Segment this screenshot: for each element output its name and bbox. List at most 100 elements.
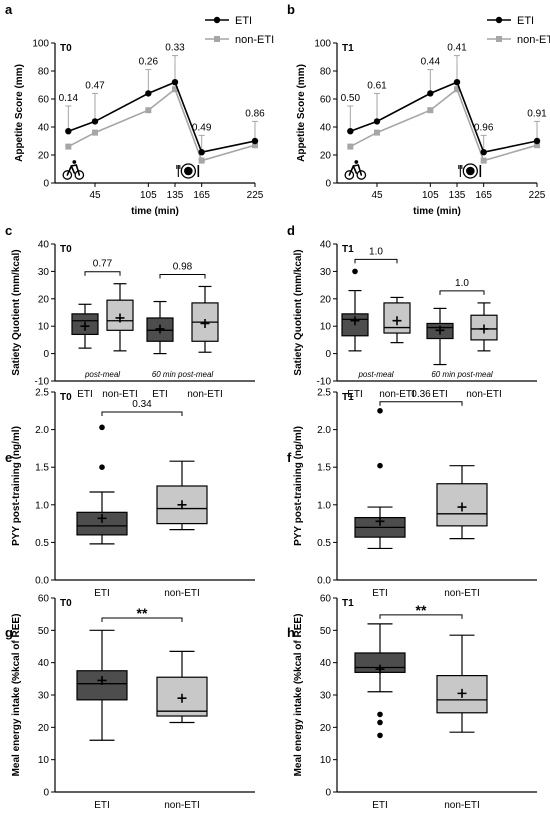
- panel-letter: g: [5, 625, 13, 640]
- x-tick-label: 165: [475, 190, 492, 201]
- box-chart-e: 0.0 0.5 1.0 1.5 2.0 2.5 PYY post-training (ng/…: [11, 388, 255, 599]
- y-tick-label: 10: [38, 322, 50, 333]
- p-value-label: 0.47: [85, 80, 105, 91]
- box-non-eti: [470, 302, 498, 352]
- comparison-label: 0.98: [173, 261, 193, 272]
- box-chart-c: -10 0 10 20 30 40 Satiety Quotient (mm/kcal) T0…: [11, 240, 255, 400]
- comparison-bracket: [101, 411, 183, 416]
- x-category-label: ETI: [94, 800, 110, 811]
- comparison-bracket: [84, 271, 121, 276]
- box-chart-g: 0 10 20 30 40 50 60 Meal energy intake (%kcal o…: [11, 594, 255, 811]
- data-point-non-eti: [172, 86, 178, 93]
- comparison-bracket: [439, 290, 485, 295]
- panel-letter: d: [287, 223, 295, 238]
- y-tick-label: 0: [43, 349, 49, 360]
- x-tick-label: 45: [371, 190, 383, 201]
- outlier-point: [377, 711, 383, 718]
- legend-marker-eti: [495, 16, 503, 24]
- group-label: post-meal: [357, 370, 393, 379]
- comparison-label: 1.0: [455, 278, 469, 289]
- series-line-non-eti: [349, 87, 538, 162]
- y-tick-label: 2.0: [35, 425, 49, 436]
- comparison-label: **: [416, 602, 427, 618]
- y-tick-label: 1.0: [317, 500, 331, 511]
- p-value-label: 0.44: [421, 57, 441, 68]
- rider-head: [72, 160, 77, 164]
- x-category-label: non-ETI: [164, 800, 200, 811]
- data-point-non-eti: [454, 86, 460, 93]
- mean-marker: [97, 513, 107, 523]
- p-value-label: 0.14: [59, 93, 79, 104]
- y-tick-label: 60: [38, 594, 50, 605]
- comparison-label: 0.34: [132, 399, 152, 410]
- data-point-eti: [533, 137, 541, 145]
- y-tick-label: 0.5: [35, 538, 49, 549]
- y-tick-label: 0: [325, 349, 331, 360]
- comparison-bracket: [379, 401, 463, 406]
- y-tick-label: 0.0: [317, 576, 331, 587]
- series-line-eti: [68, 81, 256, 154]
- fork: [458, 165, 463, 177]
- mean-marker: [97, 675, 107, 685]
- rider-body: [66, 164, 81, 176]
- data-point-non-eti: [65, 143, 72, 150]
- legend-label-eti: ETI: [235, 15, 252, 27]
- mean-marker: [115, 313, 125, 323]
- time-point-tag: T0: [60, 43, 72, 54]
- outlier-point: [99, 424, 105, 431]
- box-eti: [354, 408, 406, 550]
- y-tick-label: 1.5: [317, 463, 331, 474]
- time-point-tag: T0: [60, 392, 72, 403]
- y-tick-label: 0: [325, 179, 331, 190]
- data-point-eti: [251, 137, 259, 145]
- box-chart-d: -10 0 10 20 30 40 Satiety Quotient (mm/kcal) T1…: [293, 240, 537, 400]
- y-tick-label: 1.0: [35, 500, 49, 511]
- mean-marker: [392, 316, 402, 326]
- p-value-label: 0.41: [447, 43, 467, 54]
- data-point-non-eti: [480, 157, 487, 164]
- panel-letter: a: [5, 2, 13, 17]
- y-tick-label: 2.5: [35, 388, 49, 399]
- y-tick-label: 40: [320, 658, 332, 669]
- comparison-bracket: [101, 617, 183, 622]
- y-tick-label: 30: [38, 691, 50, 702]
- meal-icon: [458, 163, 482, 179]
- x-tick-label: 225: [247, 190, 264, 201]
- group-label: 60 min post-meal: [431, 370, 493, 379]
- data-point-eti: [91, 118, 99, 125]
- time-point-tag: T1: [342, 244, 354, 255]
- y-tick-label: -10: [35, 377, 50, 388]
- box-non-eti: [383, 296, 411, 344]
- y-tick-label: 60: [38, 95, 50, 106]
- y-tick-label: 40: [320, 240, 332, 251]
- x-tick-label: 45: [89, 190, 101, 201]
- y-axis-label: PYY post-training (ng/ml): [293, 426, 304, 546]
- time-point-tag: T1: [342, 598, 354, 609]
- box-body: [76, 670, 128, 701]
- x-category-label: ETI: [94, 588, 110, 599]
- panel-letter: h: [287, 625, 295, 640]
- data-point-eti: [65, 128, 72, 135]
- y-tick-label: 20: [320, 294, 332, 305]
- x-tick-label: 135: [449, 190, 466, 201]
- y-tick-label: 20: [38, 151, 50, 162]
- mean-marker: [457, 688, 467, 698]
- data-point-eti: [427, 90, 434, 97]
- time-point-tag: T0: [60, 598, 72, 609]
- x-axis-label: time (min): [131, 206, 179, 217]
- outlier-point: [99, 464, 105, 471]
- x-tick-label: 135: [167, 190, 184, 201]
- legend-marker-non-eti: [214, 36, 220, 42]
- x-category-label: non-ETI: [444, 800, 480, 811]
- data-point-eti: [171, 79, 179, 86]
- x-category-label: non-ETI: [379, 389, 415, 400]
- mean-marker: [177, 500, 187, 510]
- box-eti: [354, 623, 406, 739]
- bicycle-wheel: [62, 170, 73, 180]
- data-point-eti: [198, 149, 205, 156]
- rider-body: [348, 164, 363, 176]
- y-tick-label: 80: [38, 67, 50, 78]
- legend-label-non-eti: non-ETI: [517, 34, 550, 46]
- x-category-label: non-ETI: [187, 389, 223, 400]
- line-chart-a: 0 20 40 60 80 100 45 105 135 165 225 time (min) Appe…: [14, 15, 274, 217]
